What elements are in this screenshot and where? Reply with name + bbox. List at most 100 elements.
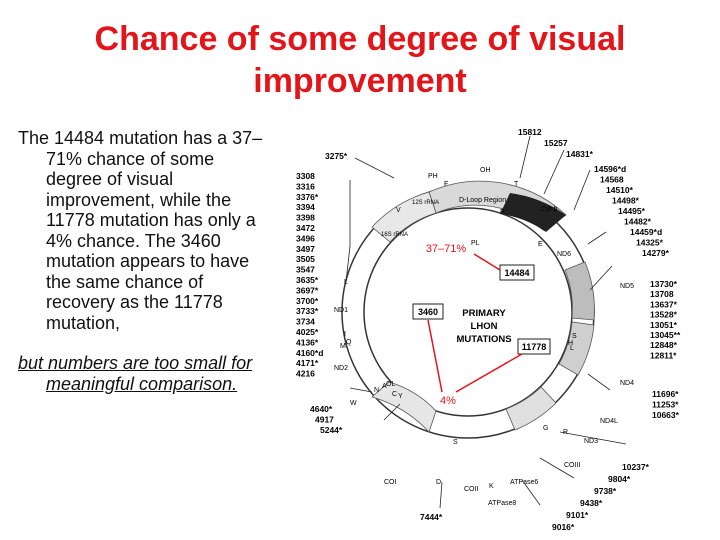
left-mutation-12: 3700* <box>296 296 319 306</box>
bottom-right-mutations: 10237* 9804* 9738* 9438* 9101* 9016* <box>552 462 650 532</box>
trna-q: Q <box>346 339 352 346</box>
left-mutation-3: 3394 <box>296 202 315 212</box>
bottom-right-mutation-4: 9101* <box>566 510 589 520</box>
right-mid-mutation-3: 13528* <box>650 310 678 320</box>
left-mutation-2: 3376* <box>296 192 319 202</box>
right-upper-mutation-7: 14325* <box>636 238 664 248</box>
right-mid-mutations: 13730*1370813637*13528*13051*13045**1284… <box>650 279 681 360</box>
cytb-band <box>500 193 566 232</box>
coi-band <box>371 381 437 433</box>
gene-nd1: ND1 <box>334 307 348 314</box>
box-14484-label: 14484 <box>504 268 529 278</box>
gene-nd4: ND4 <box>620 380 634 387</box>
left-mutation-10: 3635* <box>296 275 319 285</box>
mut-15812: 15812 <box>518 127 542 137</box>
center-title-2: LHON <box>471 321 498 332</box>
nd5-band <box>564 261 595 321</box>
gene-coii: COII <box>464 486 478 493</box>
right-lower-mutation-1: 11253* <box>652 400 679 410</box>
right-upper-mutations: 14596*d1456814510*14498*14495*14482*1445… <box>594 164 670 258</box>
center-title-1: PRIMARY <box>462 308 506 319</box>
paragraph-note: but numbers are too small for meaningful… <box>18 353 270 394</box>
trna-h: H <box>568 340 573 347</box>
bottom-right-mutation-5: 9016* <box>552 522 575 532</box>
right-upper-mutation-8: 14279* <box>642 248 670 258</box>
coiii-band <box>505 386 557 431</box>
left-mutation-6: 3496 <box>296 233 315 243</box>
left-mutation-15: 4025* <box>296 327 319 337</box>
right-mid-mutation-0: 13730* <box>650 279 678 289</box>
slide-title: Chance of some degree of visual improvem… <box>94 20 626 100</box>
left-mutation-0: 3308 <box>296 171 315 181</box>
mut-3275: 3275* <box>325 151 348 161</box>
bottom-right-mutation-3: 9438* <box>580 498 603 508</box>
paragraph-main: The 14484 mutation has a 37–71% chance o… <box>18 128 263 333</box>
gene-atpase8: ATPase8 <box>488 500 516 507</box>
trna-e: E <box>538 241 543 248</box>
gene-16s: 16S rRNA <box>381 232 408 238</box>
right-upper-mutation-4: 14495* <box>618 206 646 216</box>
annotation-4pct: 4% <box>440 395 456 407</box>
trna-i: I <box>344 331 346 338</box>
box-11778-label: 11778 <box>522 342 547 352</box>
gene-nd5: ND5 <box>620 283 634 290</box>
gene-pl: PL <box>471 240 480 247</box>
dloop-label: D-Loop Region <box>459 197 506 204</box>
left-mutation-4: 3398 <box>296 213 315 223</box>
gene-nd3: ND3 <box>584 438 598 445</box>
trna-n: N <box>374 387 379 394</box>
gene-ol: OL <box>386 381 395 388</box>
mut-7444: 7444* <box>420 512 443 522</box>
right-upper-mutation-6: 14459*d <box>630 227 662 237</box>
rrna-band <box>371 191 437 243</box>
gene-nd2: ND2 <box>334 365 348 372</box>
left-bottom-mutation-2: 5244* <box>320 425 343 435</box>
box-3460 <box>412 303 444 320</box>
gene-oh: OH <box>480 167 491 174</box>
nd4-band <box>558 321 595 376</box>
right-lower-mutations: 11696*11253*10663* <box>652 389 680 420</box>
trna-l2: L <box>570 345 574 352</box>
right-mid-mutation-7: 12811* <box>650 350 677 360</box>
center-title-3: MUTATIONS <box>456 334 511 345</box>
left-mutation-list: 330833163376*339433983472349634973505354… <box>296 171 323 379</box>
right-mid-mutation-5: 13045** <box>650 330 681 340</box>
right-mid-mutation-6: 12848* <box>650 340 678 350</box>
trna-l: L <box>344 279 348 286</box>
box-3460-label: 3460 <box>418 307 438 317</box>
trna-g: G <box>543 425 548 432</box>
body-text: The 14484 mutation has a 37–71% chance o… <box>18 128 270 394</box>
box-11778 <box>517 338 551 355</box>
mut-14831: 14831* <box>566 149 594 159</box>
right-upper-mutation-5: 14482* <box>624 217 652 227</box>
right-upper-mutation-1: 14568 <box>600 175 624 185</box>
bottom-right-mutation-1: 9804* <box>608 474 631 484</box>
trna-w: W <box>350 400 357 407</box>
left-mutation-5: 3472 <box>296 223 315 233</box>
left-mutation-11: 3697* <box>296 285 319 295</box>
left-mutation-9: 3547 <box>296 265 315 275</box>
left-mutation-18: 4171* <box>296 358 319 368</box>
left-mutation-7: 3497 <box>296 244 315 254</box>
right-lower-mutation-0: 11696* <box>652 389 679 399</box>
right-lower-mutation-2: 10663* <box>652 410 680 420</box>
right-mid-mutation-4: 13051* <box>650 320 678 330</box>
right-upper-mutation-0: 14596*d <box>594 164 626 174</box>
trna-f: F <box>444 181 448 188</box>
left-bottom-mutation-0: 4640* <box>310 404 333 414</box>
gene-12s: 12S rRNA <box>412 200 439 206</box>
gene-nd6: ND6 <box>557 251 571 258</box>
right-mid-mutation-1: 13708 <box>650 289 674 299</box>
trna-d: D <box>436 479 441 486</box>
right-upper-mutation-2: 14510* <box>606 185 634 195</box>
mut-15257: 15257 <box>544 138 568 148</box>
left-mutation-19: 4216 <box>296 369 315 379</box>
mtdna-diagram: D-Loop Region Cyt b ND6 ND5 ND4 ND4L ND3… <box>296 127 681 532</box>
trna-c: C <box>392 391 397 398</box>
arrow-14484 <box>473 253 501 271</box>
left-mutation-14: 3734 <box>296 317 315 327</box>
gene-nd4l: ND4L <box>600 418 618 425</box>
trna-p: P <box>500 209 505 216</box>
gene-cytb: Cyt b <box>541 206 557 213</box>
